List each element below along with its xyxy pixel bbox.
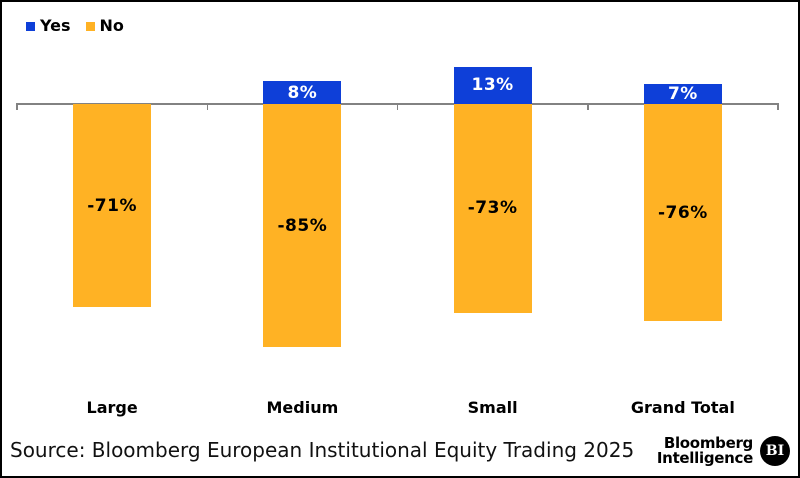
bar-label-yes: 8%	[287, 82, 318, 103]
category-label: Grand Total	[630, 398, 735, 417]
axis-tick	[16, 103, 18, 111]
bar-no-grand-total: -76%	[643, 104, 722, 322]
category-label: Small	[467, 398, 518, 417]
axis-tick	[777, 103, 779, 111]
bar-yes-small: 13%	[453, 66, 532, 104]
bar-yes-grand-total: 7%	[643, 83, 722, 104]
axis-tick	[206, 103, 208, 111]
footer: Source: Bloomberg European Institutional…	[2, 430, 798, 476]
brand-name-line2: Intelligence	[656, 449, 753, 467]
legend-item-yes: Yes	[26, 16, 71, 35]
bar-label-no: -76%	[658, 202, 708, 223]
bi-badge-icon: BI	[760, 436, 790, 466]
legend-item-no: No	[85, 16, 124, 35]
legend-label: No	[99, 16, 124, 35]
bar-label-no: -85%	[277, 215, 328, 236]
bar-no-medium: -85%	[263, 104, 342, 348]
legend-label: Yes	[40, 16, 71, 35]
category-label: Large	[86, 398, 138, 417]
bar-no-small: -73%	[453, 104, 532, 313]
bar-no-large: -71%	[73, 104, 152, 308]
bar-label-no: -71%	[87, 195, 137, 216]
category-label: Medium	[266, 398, 339, 417]
brand-name-line1: Bloomberg	[663, 434, 753, 452]
bar-label-no: -73%	[467, 198, 518, 219]
axis-tick	[587, 103, 589, 111]
source-text: Source: Bloomberg European Institutional…	[10, 438, 635, 462]
legend-swatch-icon	[26, 22, 35, 31]
legend-swatch-icon	[85, 22, 95, 31]
axis-tick	[396, 103, 399, 111]
bar-label-yes: 7%	[667, 83, 698, 104]
bar-yes-medium: 8%	[263, 81, 342, 104]
legend: Yes No	[26, 16, 124, 35]
bar-label-yes: 13%	[471, 75, 514, 96]
bloomberg-intelligence-logo: Bloomberg Intelligence BI	[657, 436, 790, 466]
brand-name: Bloomberg Intelligence	[657, 436, 753, 466]
